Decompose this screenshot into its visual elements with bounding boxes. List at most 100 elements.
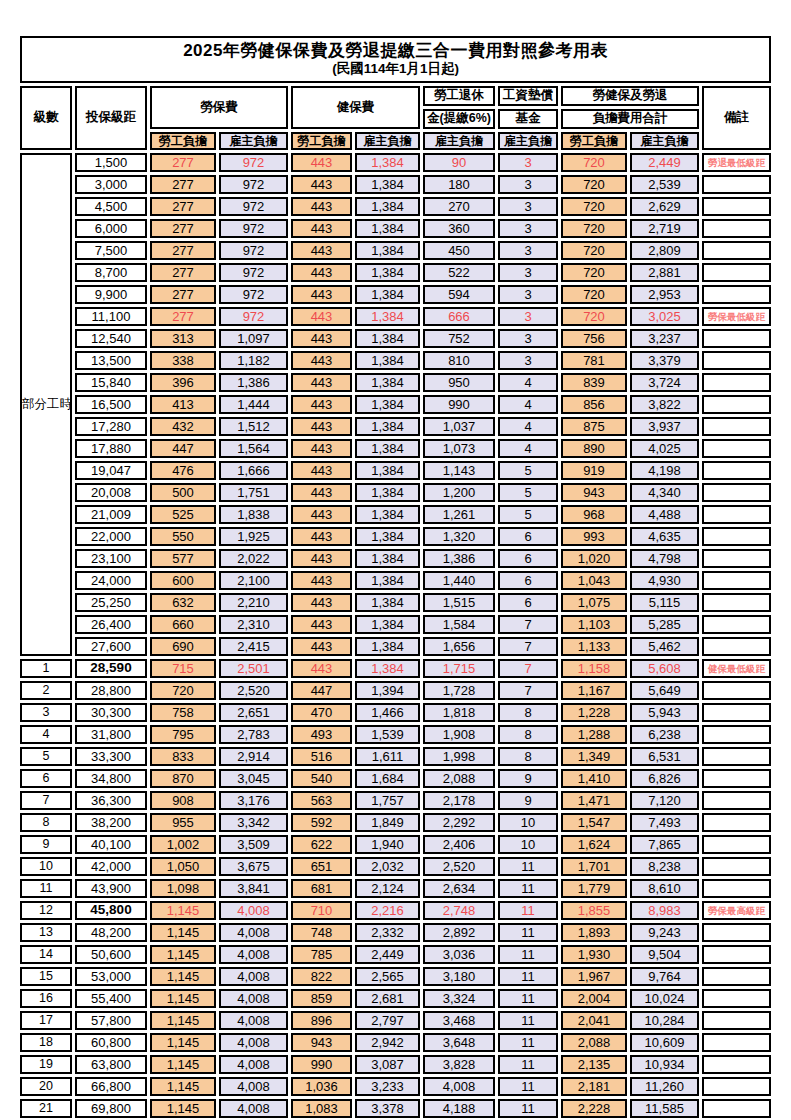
employer-fee-cell: 4,488	[630, 505, 699, 524]
table-row: 1143,9001,0983,8416812,1242,634111,7798,…	[20, 879, 771, 898]
level-cell: 14	[20, 945, 72, 964]
employee-fee-cell: 313	[150, 329, 216, 348]
employee-fee-cell: 943	[291, 1033, 352, 1052]
employer-fee-cell: 2,520	[423, 857, 495, 876]
col-header-pension-line2: 金(提繳6%)	[423, 109, 495, 129]
employer-fee-cell: 9,504	[630, 945, 699, 964]
employer-fee-cell: 1,073	[423, 439, 495, 458]
employer-fee-cell: 1,182	[219, 351, 288, 370]
employee-fee-cell: 443	[291, 439, 352, 458]
employer-fee-cell: 7	[498, 637, 558, 656]
employee-fee-cell: 277	[150, 197, 216, 216]
employee-fee-cell: 781	[561, 351, 627, 370]
employer-fee-cell: 8,238	[630, 857, 699, 876]
employee-fee-cell: 493	[291, 725, 352, 744]
employer-fee-cell: 3	[498, 175, 558, 194]
employer-fee-cell: 1,384	[355, 395, 420, 414]
employee-fee-cell: 600	[150, 571, 216, 590]
bracket-cell: 28,800	[75, 681, 147, 700]
employer-fee-cell: 1,384	[355, 549, 420, 568]
employee-fee-cell: 1,043	[561, 571, 627, 590]
employer-fee-cell: 360	[423, 219, 495, 238]
note-cell	[702, 527, 771, 546]
employee-fee-cell: 443	[291, 263, 352, 282]
bracket-cell: 50,600	[75, 945, 147, 964]
employer-fee-cell: 7	[498, 681, 558, 700]
employer-fee-cell: 2,332	[355, 923, 420, 942]
employer-fee-cell: 1,515	[423, 593, 495, 612]
employer-fee-cell: 3	[498, 351, 558, 370]
employee-fee-cell: 1,779	[561, 879, 627, 898]
employee-fee-cell: 2,135	[561, 1055, 627, 1074]
employer-fee-cell: 10	[498, 835, 558, 854]
employee-fee-cell: 2,004	[561, 989, 627, 1008]
employee-fee-cell: 993	[561, 527, 627, 546]
employer-fee-cell: 6	[498, 593, 558, 612]
employer-fee-cell: 5	[498, 505, 558, 524]
employee-fee-cell: 2,041	[561, 1011, 627, 1030]
employer-fee-cell: 4,008	[219, 945, 288, 964]
bracket-cell: 21,009	[75, 505, 147, 524]
table-row: 15,8403961,3864431,38495048393,724	[20, 373, 771, 392]
bracket-cell: 17,880	[75, 439, 147, 458]
bracket-cell: 36,300	[75, 791, 147, 810]
level-cell: 1	[20, 659, 72, 678]
employer-fee-cell: 10,024	[630, 989, 699, 1008]
employer-fee-cell: 1,384	[355, 197, 420, 216]
employee-fee-cell: 908	[150, 791, 216, 810]
employer-fee-cell: 11	[498, 1055, 558, 1074]
employee-fee-cell: 443	[291, 593, 352, 612]
employer-fee-cell: 3	[498, 241, 558, 260]
employee-fee-cell: 756	[561, 329, 627, 348]
employer-fee-cell: 2,914	[219, 747, 288, 766]
employee-fee-cell: 443	[291, 395, 352, 414]
employer-fee-cell: 1,564	[219, 439, 288, 458]
note-cell	[702, 1099, 771, 1118]
employee-fee-cell: 1,036	[291, 1077, 352, 1096]
bracket-cell: 13,500	[75, 351, 147, 370]
employer-fee-cell: 4,930	[630, 571, 699, 590]
employee-fee-cell: 1,145	[150, 1099, 216, 1118]
table-row: 330,3007582,6514701,4661,81881,2285,943	[20, 703, 771, 722]
table-row: 17,2804321,5124431,3841,03748753,937	[20, 417, 771, 436]
table-row: 13,5003381,1824431,38481037813,379	[20, 351, 771, 370]
note-cell	[702, 263, 771, 282]
employer-fee-cell: 522	[423, 263, 495, 282]
employer-fee-cell: 10	[498, 813, 558, 832]
employee-fee-cell: 955	[150, 813, 216, 832]
note-cell	[702, 483, 771, 502]
table-row: 1860,8001,1454,0089432,9423,648112,08810…	[20, 1033, 771, 1052]
employee-fee-cell: 1,167	[561, 681, 627, 700]
employee-fee-cell: 443	[291, 329, 352, 348]
employer-fee-cell: 8,610	[630, 879, 699, 898]
employee-fee-cell: 839	[561, 373, 627, 392]
employer-fee-cell: 2,520	[219, 681, 288, 700]
employer-fee-cell: 7,120	[630, 791, 699, 810]
employee-fee-cell: 622	[291, 835, 352, 854]
employee-fee-cell: 1,075	[561, 593, 627, 612]
employer-fee-cell: 3,045	[219, 769, 288, 788]
table-row: 21,0095251,8384431,3841,26159684,488	[20, 505, 771, 524]
employee-fee-cell: 1,020	[561, 549, 627, 568]
employee-fee-cell: 720	[561, 263, 627, 282]
employer-fee-cell: 4,008	[423, 1077, 495, 1096]
employer-fee-cell: 180	[423, 175, 495, 194]
employer-fee-cell: 972	[219, 241, 288, 260]
employee-fee-cell: 1,228	[561, 703, 627, 722]
col-header-wage-fund-line2: 基金	[498, 109, 558, 129]
note-cell	[702, 439, 771, 458]
employer-fee-cell: 3	[498, 263, 558, 282]
employee-fee-cell: 277	[150, 241, 216, 260]
employer-fee-cell: 1,384	[355, 219, 420, 238]
employer-fee-cell: 3	[498, 197, 558, 216]
employer-fee-cell: 4,008	[219, 1011, 288, 1030]
employee-fee-cell: 1,145	[150, 967, 216, 986]
employer-fee-cell: 4,340	[630, 483, 699, 502]
employee-fee-cell: 443	[291, 153, 352, 172]
note-cell	[702, 417, 771, 436]
employer-fee-cell: 9	[498, 769, 558, 788]
bracket-cell: 60,800	[75, 1033, 147, 1052]
employee-fee-cell: 720	[561, 153, 627, 172]
employee-fee-cell: 822	[291, 967, 352, 986]
level-cell: 17	[20, 1011, 72, 1030]
